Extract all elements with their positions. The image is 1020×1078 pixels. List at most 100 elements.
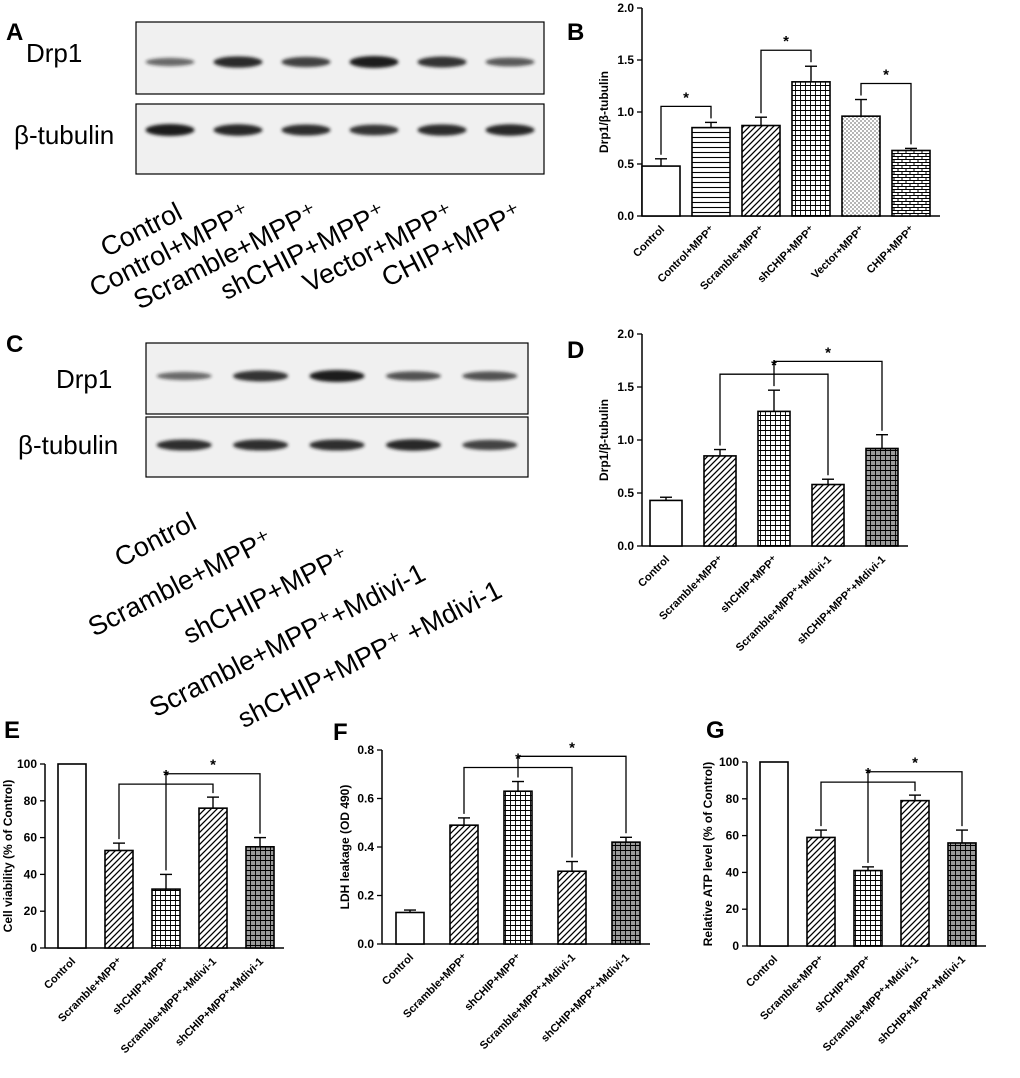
y-tick-label: 0.4 (357, 840, 374, 854)
blot-a-drp1-band (145, 57, 195, 67)
significance-star: * (783, 33, 789, 50)
panel-letter-b: B (567, 19, 584, 46)
x-category-label: Vector+MPP⁺ (809, 224, 867, 282)
x-category-label: Scramble+MPP⁺+Mdivi-1 (478, 952, 578, 1052)
blot-a-tubulin-band (213, 124, 263, 136)
y-tick-label: 1.5 (617, 380, 634, 394)
bar (757, 410, 791, 547)
blot-a-drp1-band (281, 56, 331, 68)
panel-letter-g: G (706, 717, 725, 744)
y-tick-label: 1.0 (617, 433, 634, 447)
panel-letter-c: C (6, 331, 23, 358)
bar (649, 499, 683, 547)
bar (791, 81, 831, 217)
bar (841, 115, 881, 217)
significance-bracket (165, 773, 261, 871)
blot-c-label-tubulin: β-tubulin (18, 430, 118, 460)
significance-star: * (569, 739, 575, 756)
significance-star: * (912, 755, 918, 772)
x-category-label: Scramble+MPP⁺+Mdivi-1 (821, 954, 921, 1054)
blot-a-drp1-membrane (135, 21, 545, 95)
y-tick-label: 0.0 (357, 937, 374, 951)
significance-star: * (883, 67, 889, 84)
blot-a-tubulin-membrane (135, 103, 545, 175)
bar (57, 763, 87, 949)
panel-letter-a: A (6, 19, 23, 46)
y-tick-label: 0.0 (617, 539, 634, 553)
y-tick-label: 60 (24, 831, 38, 845)
y-tick-label: 60 (726, 829, 740, 843)
blot-c-label-drp1: Drp1 (56, 364, 112, 394)
bar (759, 761, 789, 947)
blot-a-drp1-band (485, 57, 535, 67)
blot-c-tubulin-band (309, 439, 365, 451)
x-category-label: Control (380, 952, 416, 988)
x-category-label: Control (636, 554, 672, 590)
blot-c-tubulin-band (233, 439, 289, 451)
bar (557, 870, 587, 945)
panel-letter-f: F (333, 719, 348, 746)
bar (449, 824, 479, 945)
panel-letter-d: D (567, 337, 584, 364)
y-tick-label: 0.5 (617, 486, 634, 500)
bar (900, 799, 930, 947)
y-tick-label: 100 (17, 757, 37, 771)
x-category-label: Scramble+MPP⁺+Mdivi-1 (734, 554, 834, 654)
y-axis-label: Drp1/β-tubulin (597, 71, 611, 153)
x-category-label: shCHIP+MPP⁺ (718, 554, 780, 616)
bar (104, 849, 134, 949)
significance-bracket (773, 360, 883, 431)
x-category-label: CHIP+MPP⁺ (865, 224, 918, 277)
bar (741, 124, 781, 217)
bar (611, 841, 641, 945)
bar (641, 165, 681, 217)
y-tick-label: 0 (30, 941, 37, 955)
significance-star: * (210, 757, 216, 774)
bar (151, 888, 181, 949)
bar (198, 807, 228, 949)
blot-c-drp1-band (462, 371, 518, 381)
bar-chart-g: G 0 20 40 60 80 100 Relative ATP level (% of Co… (701, 717, 986, 1054)
blot-a-tubulin-band (485, 124, 535, 136)
bar (853, 869, 883, 947)
y-tick-label: 0.2 (357, 889, 374, 903)
bar (806, 836, 836, 947)
x-category-label: shCHIP+MPP⁺+Mdivi-1 (173, 956, 266, 1049)
blot-c-tubulin-band (462, 439, 518, 451)
panel-letter-e: E (4, 717, 20, 744)
blot-c-drp1-band (385, 371, 441, 381)
y-tick-label: 2.0 (617, 327, 634, 341)
blot-c-drp1-band (309, 370, 365, 382)
y-tick-label: 80 (726, 792, 740, 806)
bar (503, 790, 533, 945)
blot-a-tubulin-band (349, 124, 399, 136)
y-axis-label: Cell viability (% of Control) (1, 780, 15, 933)
blot-panel-a: A Drp1 β-tubulin ControlControl+MPP⁺Scra… (6, 19, 545, 315)
blot-a-drp1-band (213, 56, 263, 68)
bar (703, 455, 737, 547)
bar (947, 842, 977, 947)
blot-c-drp1-band (156, 371, 212, 381)
y-tick-label: 0.8 (357, 743, 374, 757)
y-tick-label: 0 (732, 939, 739, 953)
bar (891, 149, 931, 217)
x-category-label: Scramble+MPP⁺+Mdivi-1 (119, 956, 219, 1056)
y-tick-label: 80 (24, 794, 38, 808)
bar-chart-f: F 0.0 0.2 0.4 0.6 0.8 LDH leakage (OD 490) Cont… (333, 719, 650, 1052)
y-axis-label: LDH leakage (OD 490) (338, 785, 352, 910)
blot-c-drp1-band (233, 370, 289, 382)
blot-a-tubulin-band (281, 124, 331, 136)
bar (245, 845, 275, 949)
y-tick-label: 1.5 (617, 53, 634, 67)
bar-chart-b: B0.00.51.01.52.0Drp1/β-tubulinControlCon… (567, 1, 940, 293)
x-category-label: Control (631, 224, 667, 260)
x-category-label: Control (744, 954, 780, 990)
y-axis-label: Relative ATP level (% of Control) (701, 762, 715, 946)
significance-bracket (860, 82, 912, 145)
blot-a-label-drp1: Drp1 (26, 38, 82, 68)
y-tick-label: 0.5 (617, 157, 634, 171)
y-axis-label: Drp1/β-tubulin (597, 399, 611, 481)
blot-c-tubulin-band (385, 439, 441, 451)
bar-chart-d: D 0.0 0.5 1.0 1.5 2.0 Drp1/β-tubulin Control Scr… (567, 327, 908, 654)
